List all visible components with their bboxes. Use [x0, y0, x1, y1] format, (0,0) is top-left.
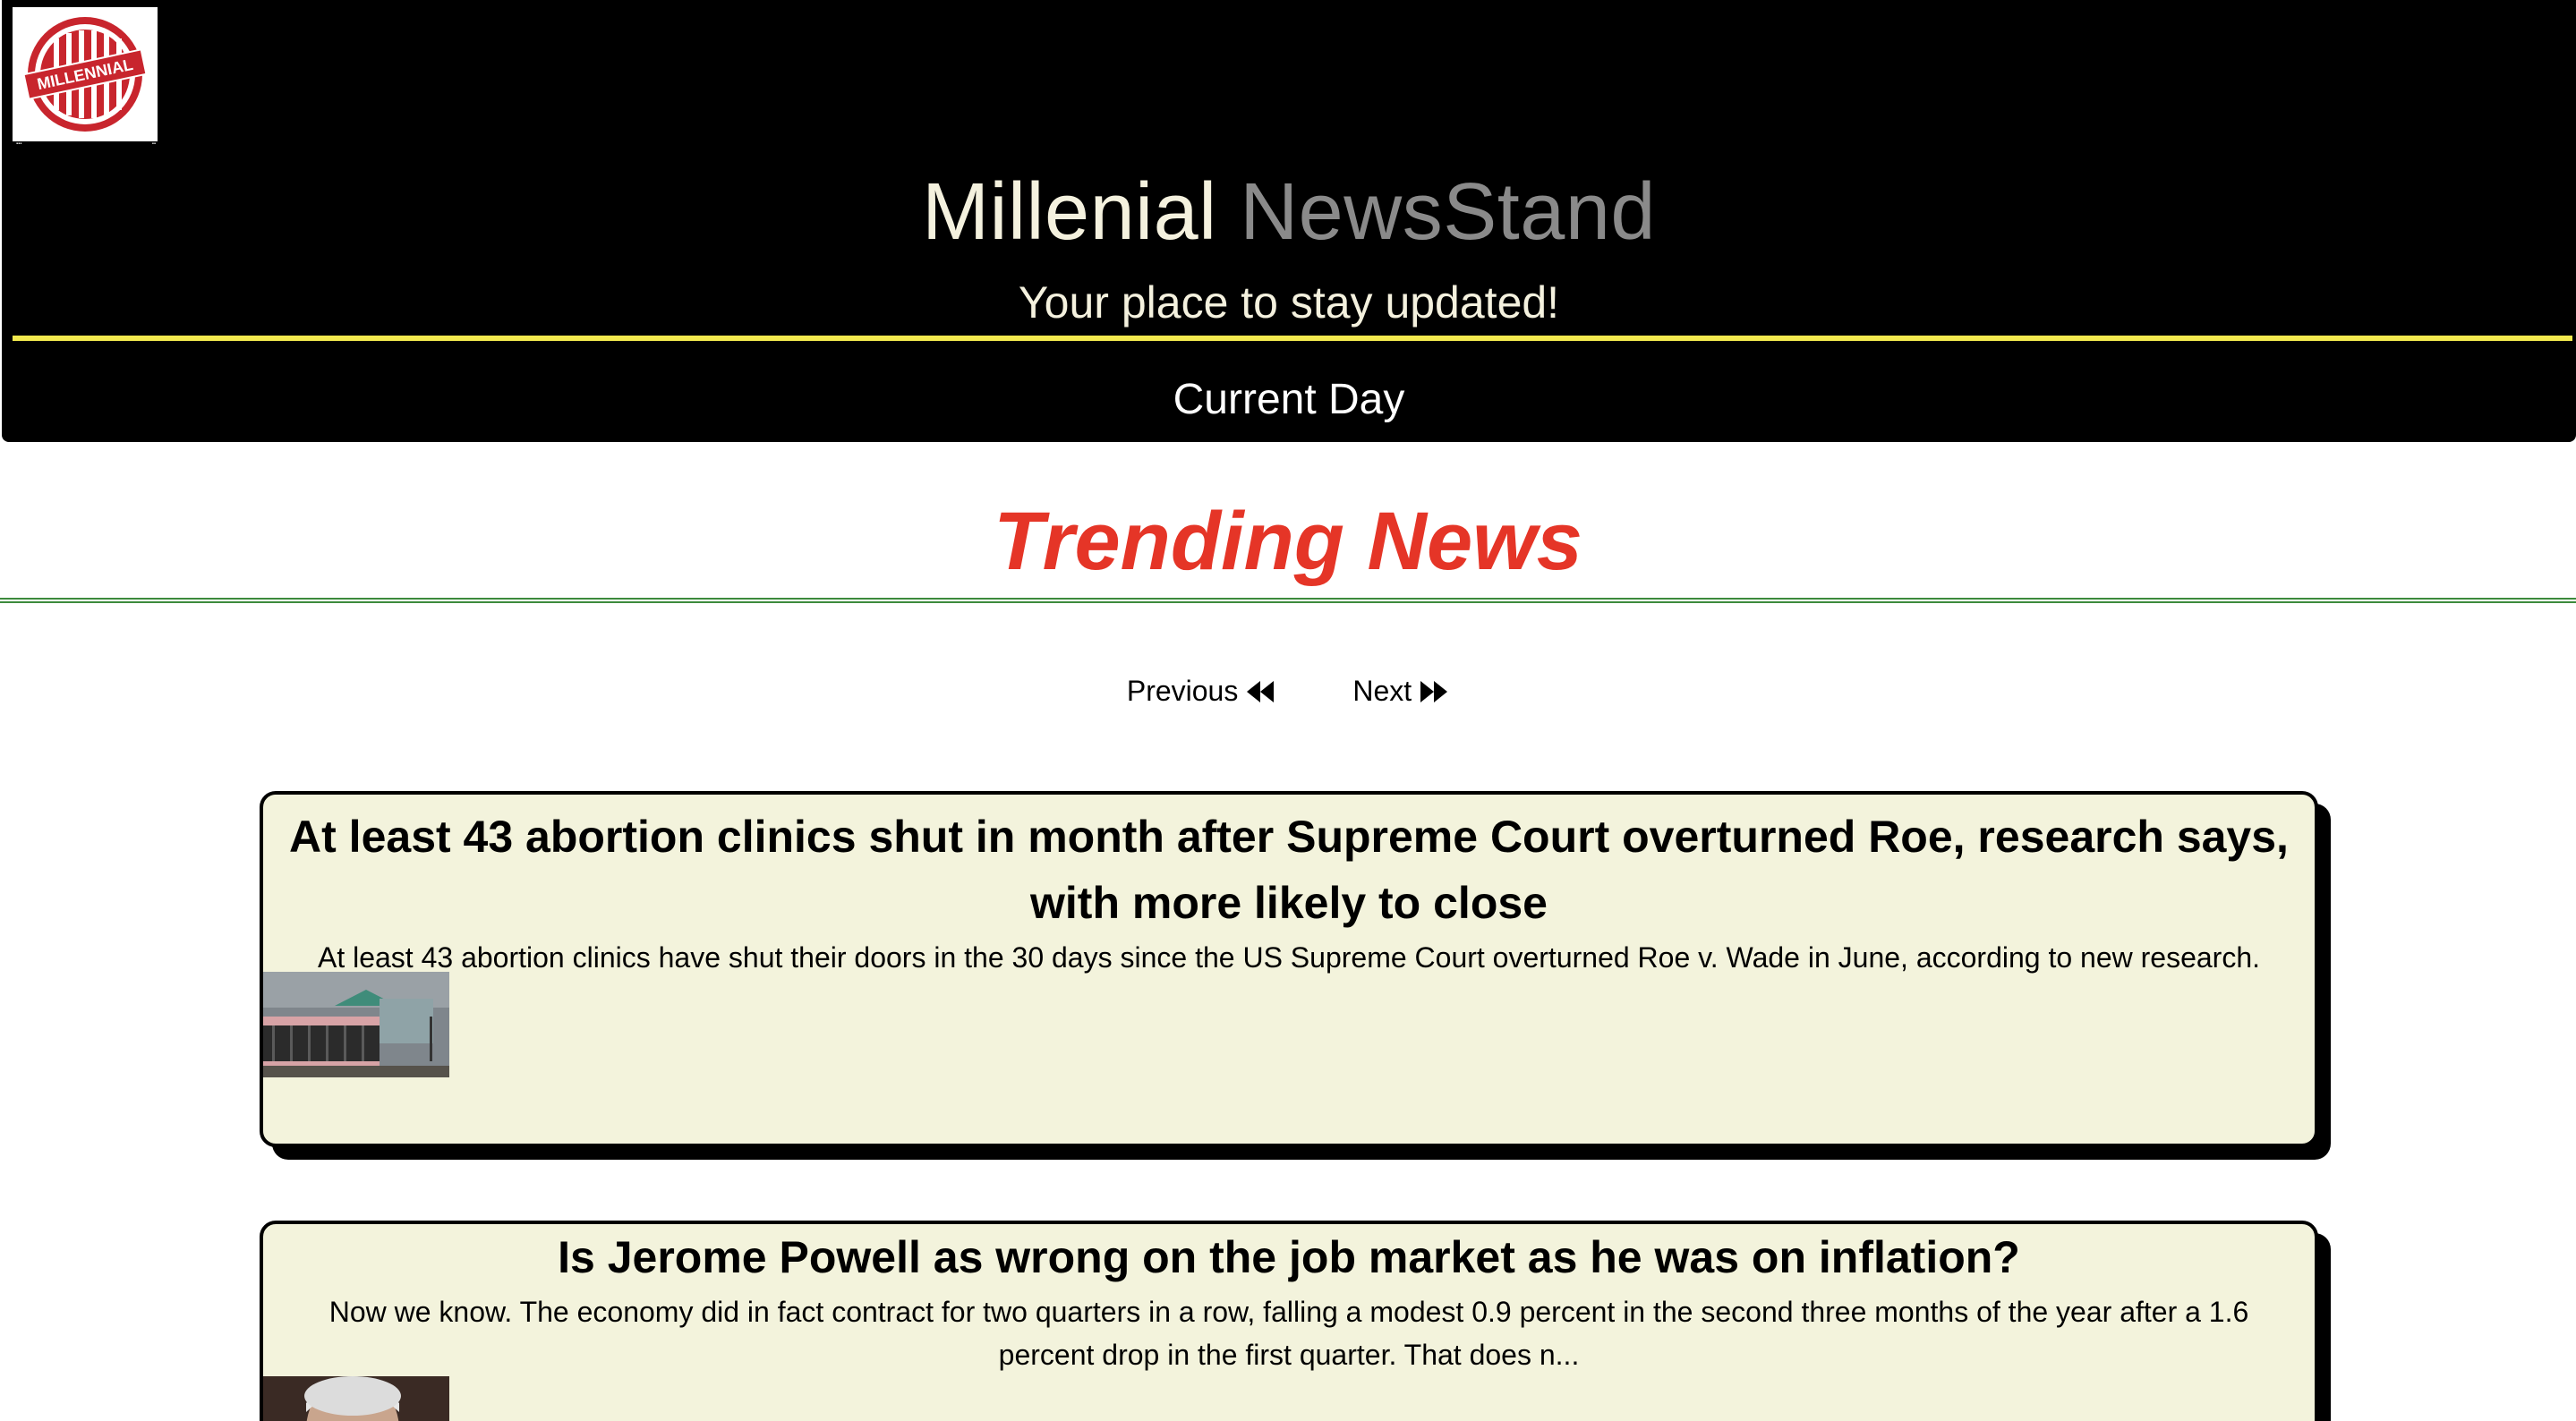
news-card-image[interactable]: [263, 972, 449, 1077]
news-card-summary: Now we know. The economy did in fact con…: [328, 1296, 2249, 1371]
news-card[interactable]: Is Jerome Powell as wrong on the job mar…: [260, 1221, 2318, 1421]
news-card-image[interactable]: [263, 1376, 449, 1421]
site-tagline: Your place to stay updated!: [1018, 277, 1560, 328]
site-header: MILLENNIAL ▪▪▪ ▪▪ Millenial NewsStand You…: [2, 0, 2576, 442]
previous-label: Previous: [1126, 675, 1239, 707]
site-title-part2: NewsStand: [1240, 167, 1656, 257]
news-card[interactable]: At least 43 abortion clinics shut in mon…: [260, 791, 2318, 1147]
news-card-title[interactable]: Is Jerome Powell as wrong on the job mar…: [558, 1232, 2020, 1282]
previous-button[interactable]: Previous: [1127, 675, 1276, 708]
next-button[interactable]: Next: [1352, 675, 1449, 708]
millennial-stamp-icon: MILLENNIAL: [22, 17, 148, 132]
header-divider: [13, 336, 2572, 341]
pager: Previous Next: [0, 675, 2576, 708]
current-day: Current Day: [1173, 376, 1405, 423]
next-label: Next: [1352, 675, 1412, 707]
site-title: Millenial NewsStand: [2, 163, 2576, 261]
news-card-title[interactable]: At least 43 abortion clinics shut in mon…: [289, 812, 2289, 928]
trending-divider: [0, 598, 2576, 603]
site-title-part1: Millenial: [922, 167, 1217, 257]
news-card-summary: At least 43 abortion clinics have shut t…: [317, 941, 2261, 974]
trending-title: Trending News: [994, 496, 1582, 587]
backward-icon: [1247, 680, 1275, 702]
logo-caption: ▪▪▪ ▪▪: [16, 141, 156, 147]
forward-icon: [1420, 680, 1448, 702]
site-logo[interactable]: MILLENNIAL: [13, 7, 158, 141]
